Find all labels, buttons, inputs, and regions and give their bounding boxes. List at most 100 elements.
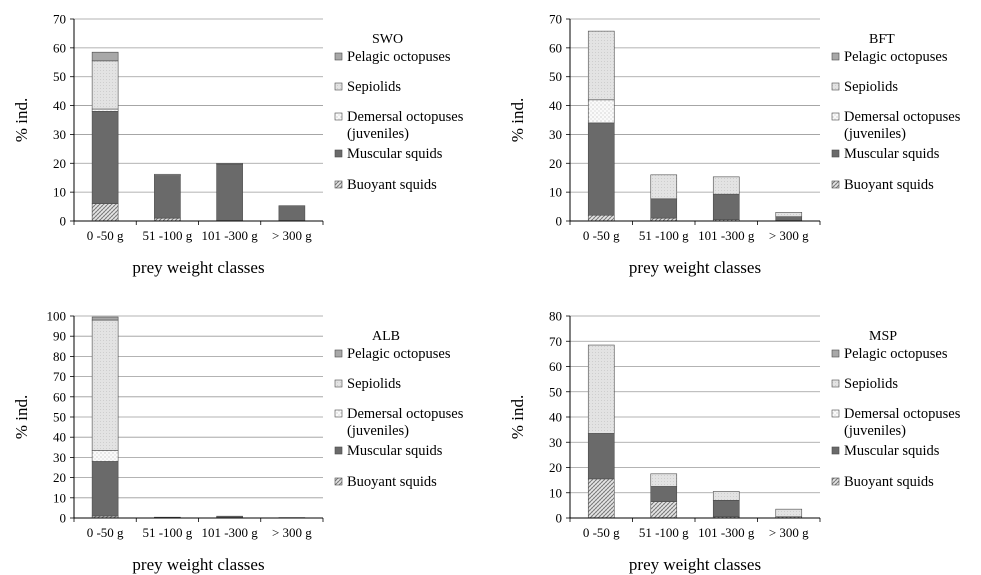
bar-segment-sepiolids-3 (775, 508, 803, 518)
bar-segment-muscular-2 (712, 193, 740, 220)
y-tick-label-80: 80 (549, 309, 562, 324)
legend-label-pelagic: Pelagic octopuses (844, 346, 948, 362)
bar-segment-sepiolids-0 (91, 60, 119, 110)
y-tick-label-50: 50 (53, 69, 66, 84)
x-tick-label-2: 101 -300 g (201, 228, 258, 243)
bar-segment-sepiolids-0 (587, 344, 615, 434)
y-tick-label-40: 40 (53, 430, 66, 445)
bar-segment-pelagic-2 (216, 162, 243, 165)
bar-segment-pelagic-0 (91, 316, 119, 321)
legend-swatch-muscular (831, 149, 840, 158)
y-tick-label-10: 10 (53, 185, 66, 200)
legend-label-sepiolids: Sepiolids (347, 376, 401, 392)
x-tick-label-3: > 300 g (272, 228, 312, 243)
y-tick-label-0: 0 (556, 511, 563, 526)
y-tick-label-30: 30 (549, 435, 562, 450)
y-tick-label-30: 30 (53, 127, 66, 142)
legend-swatch-muscular (334, 149, 343, 158)
y-tick-label-60: 60 (549, 40, 562, 55)
legend-swatch-buoyant (831, 180, 840, 189)
bar-segment-sepiolids-2 (712, 491, 740, 501)
chart-title: BFT (869, 32, 895, 47)
x-axis-label: prey weight classes (629, 555, 761, 574)
y-tick-label-10: 10 (549, 185, 562, 200)
y-tick-label-0: 0 (60, 511, 67, 526)
y-tick-label-90: 90 (53, 329, 66, 344)
y-tick-label-60: 60 (53, 389, 66, 404)
x-tick-label-0: 0 -50 g (87, 228, 124, 243)
x-tick-label-3: > 300 g (769, 228, 809, 243)
legend-swatch-buoyant (334, 477, 343, 486)
legend: Pelagic octopuses Sepiolids Demersal octop… (831, 346, 961, 490)
y-tick-label-70: 70 (549, 334, 562, 349)
bar-segment-sepiolids-2 (712, 176, 740, 195)
legend-label-demersal-line2: (juveniles) (844, 423, 906, 439)
bar-segment-demersal-0 (91, 108, 119, 112)
legend-label-pelagic: Pelagic octopuses (347, 49, 451, 65)
legend-label-buoyant: Buoyant squids (844, 474, 934, 490)
legend-label-muscular: Muscular squids (844, 146, 940, 162)
legend-label-demersal-line1: Demersal octopuses (844, 406, 961, 422)
y-tick-label-60: 60 (53, 40, 66, 55)
legend-swatch-pelagic (831, 349, 840, 358)
bar-segment-sepiolids-1 (650, 174, 678, 200)
legend-label-pelagic: Pelagic octopuses (844, 49, 948, 65)
bar-segment-muscular-3 (775, 216, 803, 222)
chart-panel-swo: 0 10 20 30 40 50 60 70 0 -50 g 51 -100 g 101 -300 … (12, 12, 464, 278)
y-axis-label: % ind. (12, 98, 31, 142)
bar-segment-muscular-2 (216, 163, 243, 222)
x-tick-label-2: 101 -300 g (698, 228, 755, 243)
legend-label-buoyant: Buoyant squids (844, 177, 934, 193)
legend-swatch-sepiolids (334, 82, 343, 91)
legend: Pelagic octopuses Sepiolids Demersal octop… (334, 346, 464, 490)
legend-label-sepiolids: Sepiolids (844, 79, 898, 95)
bar-segment-muscular-1 (650, 486, 678, 502)
y-tick-label-50: 50 (549, 384, 562, 399)
legend-swatch-demersal (334, 112, 343, 121)
legend-swatch-sepiolids (334, 379, 343, 388)
bar-segment-muscular-1 (154, 175, 181, 219)
y-tick-label-50: 50 (549, 69, 562, 84)
x-tick-label-2: 101 -300 g (201, 525, 258, 540)
legend-swatch-muscular (334, 446, 343, 455)
y-tick-label-50: 50 (53, 410, 66, 425)
y-tick-label-70: 70 (53, 369, 66, 384)
bar-segment-muscular-0 (91, 111, 119, 204)
legend-swatch-muscular (831, 446, 840, 455)
chart-title: SWO (372, 32, 403, 47)
x-tick-label-0: 0 -50 g (583, 228, 620, 243)
bar-segment-sepiolids-3 (775, 212, 803, 217)
x-tick-label-3: > 300 g (272, 525, 312, 540)
bar-segment-buoyant-1 (650, 501, 678, 519)
legend-swatch-pelagic (831, 52, 840, 61)
legend-swatch-buoyant (831, 477, 840, 486)
y-axis-label: % ind. (508, 395, 527, 439)
legend-swatch-sepiolids (831, 379, 840, 388)
x-tick-label-1: 51 -100 g (142, 525, 192, 540)
legend-swatch-demersal (831, 112, 840, 121)
legend-label-demersal-line2: (juveniles) (347, 423, 409, 439)
bar-segment-muscular-1 (650, 198, 678, 219)
y-tick-label-10: 10 (53, 490, 66, 505)
bar-segment-muscular-0 (587, 433, 615, 480)
x-tick-label-1: 51 -100 g (639, 525, 689, 540)
bar-segment-muscular-0 (91, 461, 119, 517)
legend-label-buoyant: Buoyant squids (347, 474, 437, 490)
bar-segment-muscular-3 (278, 205, 306, 222)
y-tick-label-100: 100 (47, 309, 67, 324)
y-tick-label-10: 10 (549, 485, 562, 500)
y-tick-label-20: 20 (53, 156, 66, 171)
legend-label-demersal-line1: Demersal octopuses (844, 109, 961, 125)
x-tick-label-1: 51 -100 g (142, 228, 192, 243)
chart-panel-bft: 0 10 20 30 40 50 60 70 0 -50 g 51 -100 g 101 -300 … (508, 12, 961, 278)
legend-swatch-pelagic (334, 52, 343, 61)
y-tick-label-0: 0 (556, 214, 563, 229)
y-tick-label-20: 20 (549, 156, 562, 171)
y-tick-label-70: 70 (549, 12, 562, 27)
legend: Pelagic octopuses Sepiolids Demersal octop… (334, 49, 464, 193)
legend-label-buoyant: Buoyant squids (347, 177, 437, 193)
y-tick-label-30: 30 (53, 450, 66, 465)
y-tick-label-20: 20 (53, 470, 66, 485)
x-tick-label-0: 0 -50 g (583, 525, 620, 540)
